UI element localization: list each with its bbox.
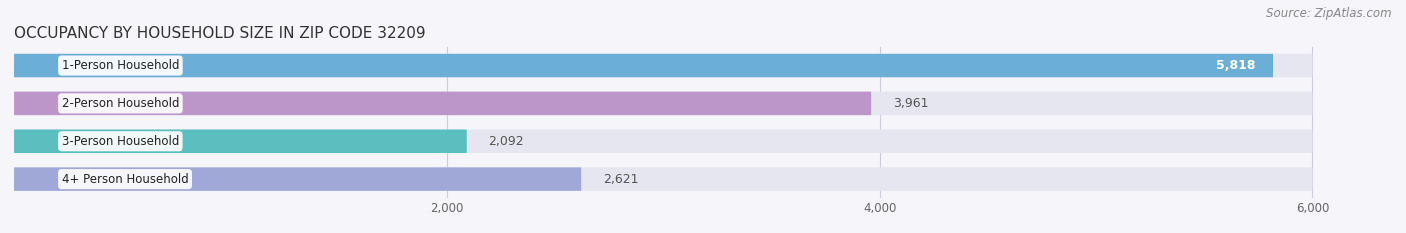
Text: 4+ Person Household: 4+ Person Household bbox=[62, 173, 188, 186]
FancyBboxPatch shape bbox=[14, 92, 872, 115]
Text: 2,621: 2,621 bbox=[603, 173, 638, 186]
FancyBboxPatch shape bbox=[14, 54, 1312, 77]
FancyBboxPatch shape bbox=[14, 167, 1312, 191]
FancyBboxPatch shape bbox=[14, 92, 1312, 115]
FancyBboxPatch shape bbox=[14, 130, 467, 153]
Text: 2,092: 2,092 bbox=[488, 135, 524, 148]
FancyBboxPatch shape bbox=[14, 130, 1312, 153]
Text: 5,818: 5,818 bbox=[1216, 59, 1256, 72]
Text: 1-Person Household: 1-Person Household bbox=[62, 59, 179, 72]
Text: OCCUPANCY BY HOUSEHOLD SIZE IN ZIP CODE 32209: OCCUPANCY BY HOUSEHOLD SIZE IN ZIP CODE … bbox=[14, 26, 426, 41]
Text: 2-Person Household: 2-Person Household bbox=[62, 97, 179, 110]
Text: 3-Person Household: 3-Person Household bbox=[62, 135, 179, 148]
Text: Source: ZipAtlas.com: Source: ZipAtlas.com bbox=[1267, 7, 1392, 20]
FancyBboxPatch shape bbox=[14, 54, 1272, 77]
FancyBboxPatch shape bbox=[14, 167, 581, 191]
Text: 3,961: 3,961 bbox=[893, 97, 928, 110]
